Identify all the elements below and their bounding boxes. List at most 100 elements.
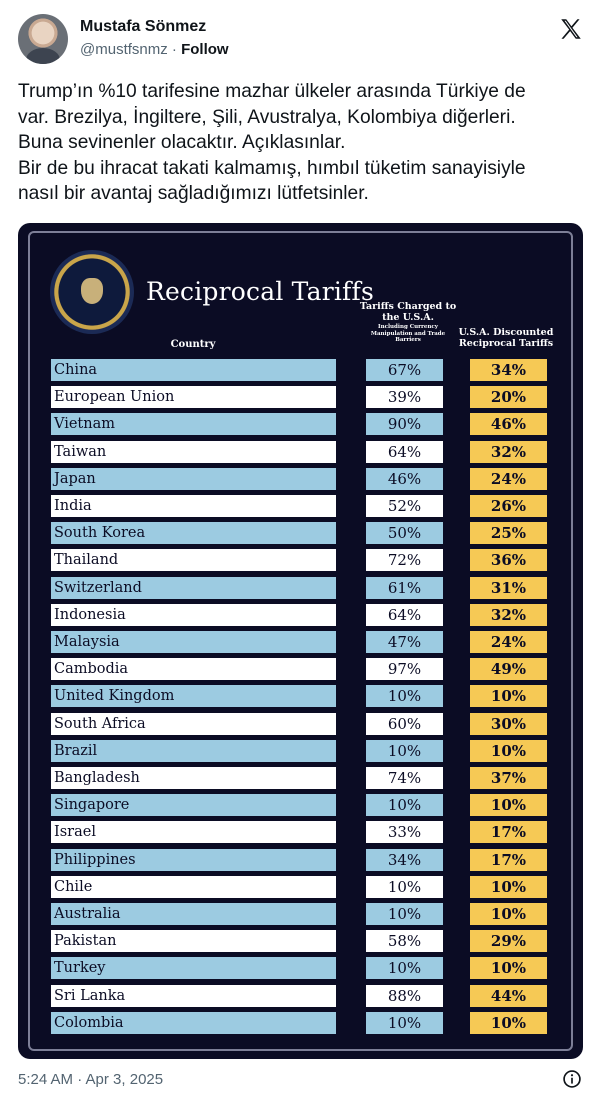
follow-button[interactable]: Follow: [181, 41, 229, 58]
table-row: Taiwan 64% 32%: [18, 440, 583, 463]
charged-cell: 46%: [366, 467, 443, 490]
country-cell: Singapore: [51, 794, 336, 817]
avatar[interactable]: [18, 14, 68, 64]
discounted-cell: 36%: [470, 549, 547, 572]
column-header-discounted: U.S.A. Discounted Reciprocal Tariffs: [458, 327, 554, 349]
table-row: Thailand 72% 36%: [18, 549, 583, 572]
discounted-cell: 32%: [470, 440, 547, 463]
table-row: Sri Lanka 88% 44%: [18, 984, 583, 1007]
tweet-footer: 5:24 AM · Apr 3, 2025: [18, 1069, 584, 1091]
table-row: Bangladesh 74% 37%: [18, 767, 583, 789]
discounted-cell: 20%: [470, 386, 547, 409]
tweet-image[interactable]: Reciprocal Tariffs Tariffs Charged to th…: [18, 223, 583, 1059]
column-header-charged-label: Tariffs Charged to the U.S.A.: [359, 301, 457, 323]
country-cell: Philippines: [51, 848, 336, 871]
table-row: South Africa 60% 30%: [18, 712, 583, 735]
country-cell: Thailand: [51, 549, 336, 572]
charged-cell: 10%: [366, 875, 443, 898]
table-row: Philippines 34% 17%: [18, 848, 583, 871]
charged-cell: 64%: [366, 603, 443, 626]
table-row: European Union 39% 20%: [18, 386, 583, 409]
charged-cell: 50%: [366, 522, 443, 545]
country-cell: Switzerland: [51, 576, 336, 599]
charged-cell: 72%: [366, 549, 443, 572]
table-row: India 52% 26%: [18, 495, 583, 517]
author-meta: @mustfsnmz · Follow: [80, 41, 229, 58]
charged-cell: 34%: [366, 848, 443, 871]
charged-cell: 10%: [366, 739, 443, 762]
author-name[interactable]: Mustafa Sönmez: [80, 18, 207, 35]
discounted-cell: 44%: [470, 984, 547, 1007]
country-cell: Australia: [51, 903, 336, 925]
timestamp[interactable]: 5:24 AM · Apr 3, 2025: [18, 1071, 164, 1088]
country-cell: South Korea: [51, 522, 336, 545]
discounted-cell: 34%: [470, 359, 547, 381]
charged-cell: 88%: [366, 984, 443, 1007]
table-row: United Kingdom 10% 10%: [18, 685, 583, 708]
discounted-cell: 25%: [470, 522, 547, 545]
charged-cell: 90%: [366, 413, 443, 436]
table-row: Singapore 10% 10%: [18, 794, 583, 817]
tweet-line: Buna sevinenler olacaktır. Açıklasınlar.: [18, 132, 346, 153]
table-row: Switzerland 61% 31%: [18, 576, 583, 599]
column-header-country: Country: [170, 339, 216, 350]
discounted-cell: 30%: [470, 712, 547, 735]
discounted-cell: 10%: [470, 685, 547, 708]
country-cell: Colombia: [51, 1011, 336, 1034]
graphic-title: Reciprocal Tariffs: [146, 277, 374, 306]
table-row: Brazil 10% 10%: [18, 739, 583, 762]
discounted-cell: 10%: [470, 957, 547, 980]
charged-cell: 97%: [366, 658, 443, 681]
charged-cell: 64%: [366, 440, 443, 463]
tweet-text: Trump’ın %10 tarifesine mazhar ülkeler a…: [18, 79, 586, 207]
x-logo-icon[interactable]: [558, 16, 584, 42]
presidential-seal-icon: [50, 250, 134, 334]
tweet-line: Bir de bu ihracat takati kalmamış, hımbı…: [18, 157, 526, 179]
country-cell: Bangladesh: [51, 767, 336, 789]
discounted-cell: 17%: [470, 821, 547, 844]
discounted-cell: 10%: [470, 1011, 547, 1034]
discounted-cell: 24%: [470, 631, 547, 653]
author-handle[interactable]: @mustfsnmz: [80, 41, 168, 58]
charged-cell: 10%: [366, 685, 443, 708]
charged-cell: 47%: [366, 631, 443, 653]
charged-cell: 58%: [366, 930, 443, 953]
discounted-cell: 10%: [470, 903, 547, 925]
discounted-cell: 24%: [470, 467, 547, 490]
table-row: Turkey 10% 10%: [18, 957, 583, 980]
country-cell: India: [51, 495, 336, 517]
discounted-cell: 10%: [470, 875, 547, 898]
country-cell: Brazil: [51, 739, 336, 762]
country-cell: Sri Lanka: [51, 984, 336, 1007]
discounted-cell: 17%: [470, 848, 547, 871]
country-cell: United Kingdom: [51, 685, 336, 708]
column-header-charged: Tariffs Charged to the U.S.A. Including …: [358, 301, 458, 344]
discounted-cell: 32%: [470, 603, 547, 626]
country-cell: South Africa: [51, 712, 336, 735]
table-row: South Korea 50% 25%: [18, 522, 583, 545]
table-row: China 67% 34%: [18, 359, 583, 381]
table-row: Japan 46% 24%: [18, 467, 583, 490]
tweet-line: nasıl bir avantaj sağladığımızı lütfetsi…: [18, 183, 369, 204]
discounted-cell: 10%: [470, 739, 547, 762]
table-row: Indonesia 64% 32%: [18, 603, 583, 626]
country-cell: Cambodia: [51, 658, 336, 681]
country-cell: Malaysia: [51, 631, 336, 653]
tweet-header: Mustafa Sönmez @mustfsnmz · Follow: [18, 14, 584, 66]
country-cell: Japan: [51, 467, 336, 490]
discounted-cell: 46%: [470, 413, 547, 436]
tweet-line: Trump’ın %10 tarifesine mazhar ülkeler a…: [18, 81, 526, 102]
country-cell: Vietnam: [51, 413, 336, 436]
country-cell: China: [51, 359, 336, 381]
meta-separator: ·: [171, 41, 177, 58]
charged-cell: 10%: [366, 903, 443, 925]
table-row: Malaysia 47% 24%: [18, 631, 583, 653]
info-icon[interactable]: [562, 1069, 582, 1089]
charged-cell: 61%: [366, 576, 443, 599]
column-header-charged-sub: Including Currency Manipulation and Trad…: [370, 324, 446, 343]
charged-cell: 33%: [366, 821, 443, 844]
country-cell: Turkey: [51, 957, 336, 980]
table-row: Colombia 10% 10%: [18, 1011, 583, 1034]
charged-cell: 10%: [366, 794, 443, 817]
charged-cell: 39%: [366, 386, 443, 409]
